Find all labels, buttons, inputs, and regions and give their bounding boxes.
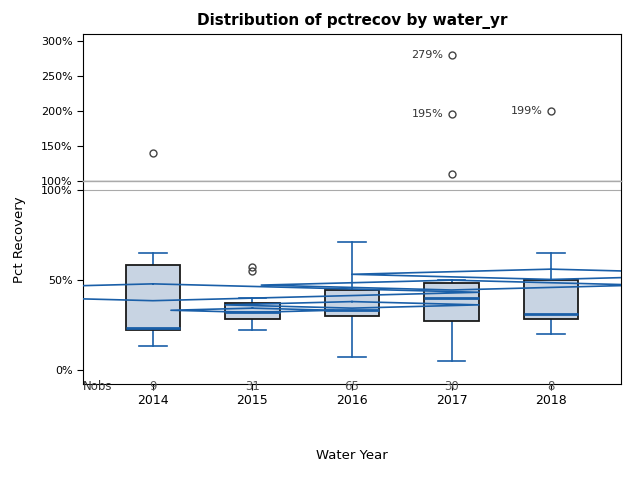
Text: 195%: 195% — [412, 109, 444, 119]
Bar — [424, 283, 479, 321]
Text: Pct Recovery: Pct Recovery — [13, 197, 26, 283]
Bar — [225, 303, 280, 319]
Text: 65: 65 — [344, 381, 360, 394]
Title: Distribution of pctrecov by water_yr: Distribution of pctrecov by water_yr — [196, 13, 508, 29]
Text: 31: 31 — [245, 381, 260, 394]
Text: 8: 8 — [547, 381, 555, 394]
X-axis label: Water Year: Water Year — [316, 449, 388, 462]
Text: 199%: 199% — [511, 107, 543, 116]
Bar — [324, 290, 380, 316]
Text: Nobs: Nobs — [83, 381, 113, 394]
Text: 9: 9 — [149, 381, 157, 394]
Text: 279%: 279% — [412, 50, 444, 60]
Bar — [125, 265, 180, 330]
Bar — [524, 280, 579, 319]
Text: 30: 30 — [444, 381, 459, 394]
